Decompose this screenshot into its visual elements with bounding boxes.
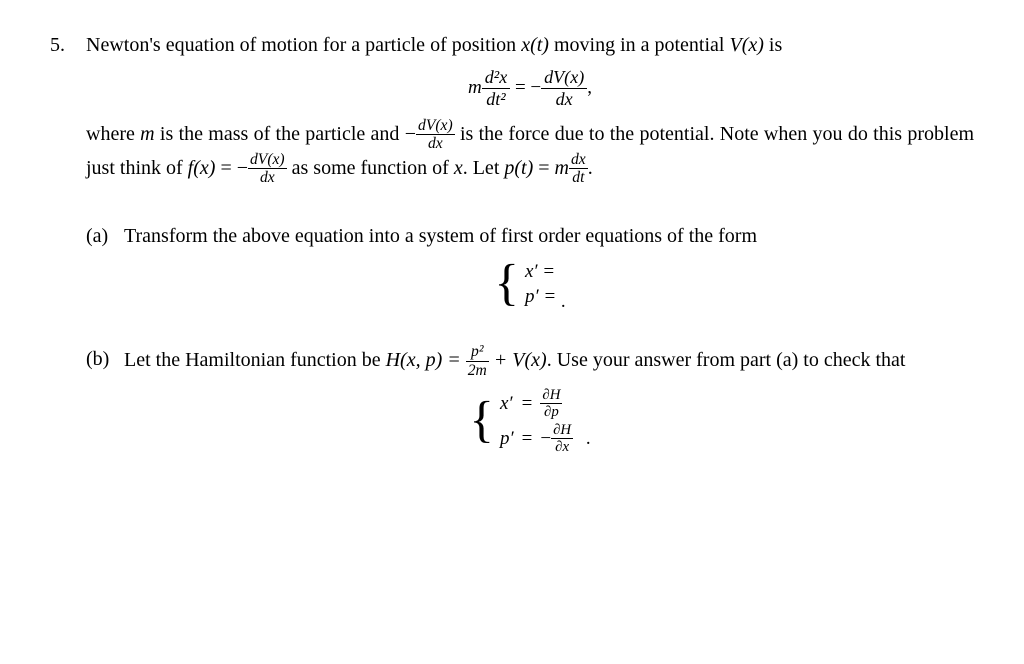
cases-b: x′ = ∂H∂p p′ = −∂H∂x [500,387,581,457]
eq-rhs-num: dV(x) [544,67,584,87]
intro-text-2: moving in a potential [549,34,730,56]
cases-a: x′ = p′ = [525,259,556,310]
eq-lhs-frac: d²x dt² [482,68,510,110]
eq-rhs-den: dx [556,89,573,109]
dx: dx [571,151,586,168]
eq-lhs-den: dt² [486,89,505,109]
intro-paragraph: Newton's equation of motion for a partic… [86,30,974,60]
part-a-text: Transform the above equation into a syst… [124,221,757,251]
system-b: { x′ = ∂H∂p p′ = −∂H∂x [86,387,974,457]
dH-dx-den: ∂x [555,439,569,455]
dH-dx-num: ∂H [553,422,571,438]
force-den: dx [428,135,443,152]
H-num: p² [471,343,483,360]
var-pt: p(t) [504,157,533,179]
body-2g: = [533,157,554,179]
dH-dp-num: ∂H [542,387,560,403]
body-2d: = − [215,157,248,179]
body-paragraph: where m is the mass of the particle and … [86,118,974,187]
dt: dt [572,169,584,186]
var-x: x [454,157,463,179]
var-m: m [140,122,154,144]
force-frac-2: dV(x)dx [248,152,287,187]
var-Vx: V(x) [729,34,763,56]
H-def: H(x, p) = [386,349,466,371]
part-b-2: + V(x) [489,349,547,371]
var-fx: f(x) [188,157,216,179]
system-a: { x′ = p′ = . [86,259,974,311]
sys-b-r1-l: x′ [500,393,513,414]
eq-equals: = − [510,77,541,98]
body-2b: is the mass of the particle and − [155,122,416,144]
sys-b-r2-m: = [522,428,533,449]
H-den: 2m [468,362,487,379]
sys-a-r1: x′ = [525,261,555,282]
part-b-3: . Use your answer from part (a) to check… [547,349,906,371]
sys-b-r2-minus: − [540,427,551,448]
var-m-2: m [555,157,569,179]
eq-rhs-frac: dV(x)dx [541,68,587,110]
force-num-2: dV(x) [250,151,285,168]
dH-dp: ∂H∂p [540,388,562,421]
period-b: . [586,428,591,449]
intro-text-1: Newton's equation of motion for a partic… [86,34,521,56]
force-num: dV(x) [418,117,453,134]
problem-content: Newton's equation of motion for a partic… [86,30,974,464]
force-frac: dV(x)dx [416,118,455,153]
part-a: (a) Transform the above equation into a … [86,221,974,311]
period-a: . [561,291,566,312]
force-den-2: dx [260,169,275,186]
left-brace-b: { [469,399,494,440]
problem-number: 5. [50,30,76,464]
intro-text-3: is [764,34,782,56]
body-2a: where [86,122,140,144]
part-b-1: Let the Hamiltonian function be [124,349,386,371]
body-2e: as some function of [287,157,454,179]
dH-dp-den: ∂p [544,404,559,420]
sys-a-r2: p′ = [525,286,556,307]
eq-m: m [468,77,482,98]
sys-b-r2-l: p′ [500,428,514,449]
p-def-frac: dxdt [569,152,588,187]
left-brace-a: { [494,262,519,303]
equation-of-motion: md²x dt² = −dV(x)dx, [86,68,974,110]
part-b-label: (b) [86,344,116,379]
part-a-label: (a) [86,221,116,251]
part-b: (b) Let the Hamiltonian function be H(x,… [86,344,974,456]
sys-b-r1-m: = [522,393,533,414]
part-b-body: Let the Hamiltonian function be H(x, p) … [124,344,974,379]
period-1: . [588,157,593,179]
eq-comma: , [587,77,592,98]
H-frac: p² 2m [466,344,489,379]
var-xt: x(t) [521,34,549,56]
eq-lhs-num: d²x [485,67,507,87]
problem-container: 5. Newton's equation of motion for a par… [50,30,974,464]
body-2f: . Let [463,157,505,179]
dH-dx: ∂H∂x [551,423,573,456]
